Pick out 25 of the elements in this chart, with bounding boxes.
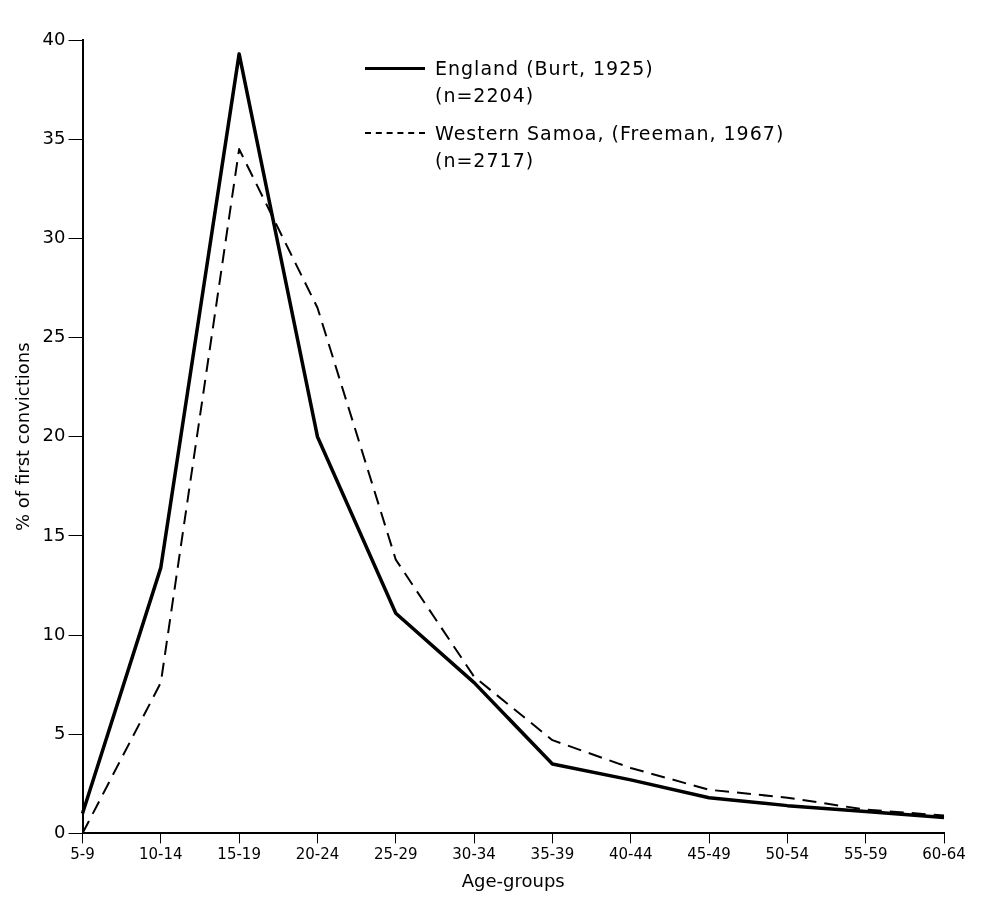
y-tick-label: 10 — [42, 622, 66, 644]
y-tick-label: 25 — [42, 325, 66, 347]
y-tick-label: 30 — [42, 226, 66, 248]
x-tick-label: 40-44 — [608, 845, 653, 864]
y-tick-label: 20 — [42, 424, 66, 446]
legend-label: England (Burt, 1925) (n=2204) — [435, 56, 654, 108]
x-tick-label: 20-24 — [295, 845, 340, 864]
x-tick-label: 60-64 — [922, 845, 966, 864]
legend-label: Western Samoa, (Freeman, 1967) (n=2717) — [435, 121, 785, 173]
y-tick-label: 5 — [54, 721, 66, 743]
y-axis-title: % of first convictions — [12, 342, 34, 531]
x-tick-label: 25-29 — [373, 845, 418, 864]
x-tick-label: 10-14 — [139, 845, 183, 864]
x-tick-label: 45-49 — [687, 845, 731, 864]
y-tick-label: 0 — [54, 821, 66, 843]
y-tick-label: 40 — [42, 27, 66, 49]
x-tick-label: 35-39 — [530, 845, 575, 864]
x-axis-title: Age-groups — [461, 869, 565, 891]
x-tick-label: 5-9 — [70, 845, 95, 864]
x-tick-label: 15-19 — [217, 845, 261, 864]
x-tick-label: 30-34 — [452, 845, 496, 864]
y-tick-label: 15 — [42, 523, 66, 545]
x-tick-label: 50-54 — [765, 845, 810, 864]
y-tick-label: 35 — [42, 126, 66, 148]
x-tick-label: 55-59 — [843, 845, 888, 864]
